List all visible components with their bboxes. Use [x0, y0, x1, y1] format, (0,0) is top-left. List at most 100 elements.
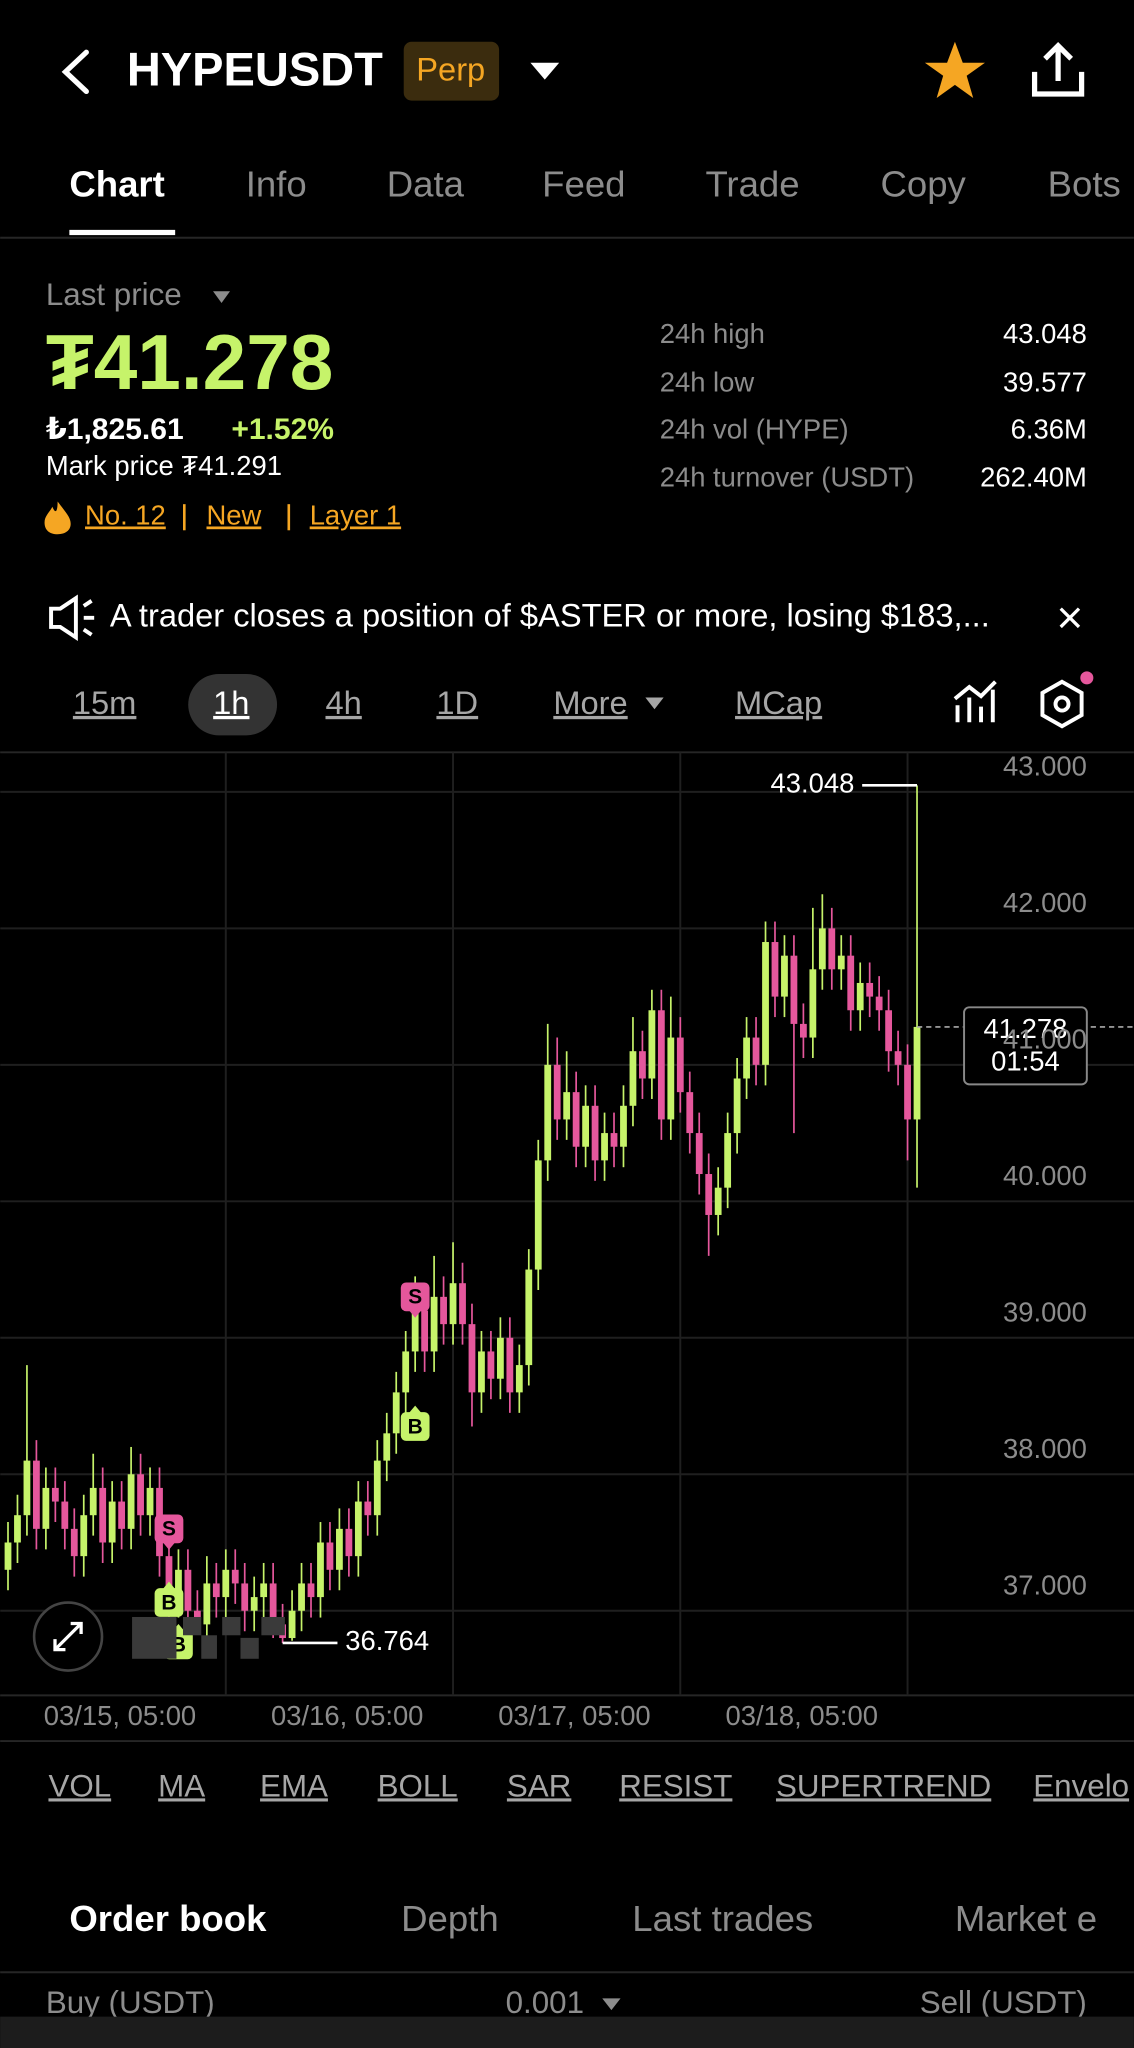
- interval[interactable]: More: [553, 684, 627, 721]
- candle-body: [487, 1351, 495, 1379]
- indicator-button[interactable]: [953, 680, 997, 723]
- bottom-bar: [0, 2016, 1134, 2048]
- trade-marker: [400, 1412, 430, 1441]
- stat-value: 6.36M: [1011, 413, 1087, 444]
- converted-price: ₺1,825.61: [46, 413, 184, 446]
- interval[interactable]: 15m: [73, 684, 137, 721]
- trade-marker-pointer: [408, 1309, 422, 1318]
- favorite-star[interactable]: [924, 41, 985, 98]
- tab[interactable]: Chart: [69, 163, 164, 204]
- hot-icon: [44, 501, 71, 535]
- tab[interactable]: Trade: [705, 163, 799, 204]
- low-annotation: 36.764: [345, 1625, 429, 1656]
- step-dropdown[interactable]: [602, 1998, 621, 2011]
- fullscreen-icon: [53, 1621, 83, 1652]
- high-annotation: 43.048: [770, 768, 854, 799]
- x-tick-label: 03/18, 05:00: [726, 1700, 878, 1731]
- x-tick-label: 03/16, 05:00: [271, 1700, 423, 1731]
- tab[interactable]: Bots: [1048, 163, 1121, 204]
- tag[interactable]: New: [207, 499, 262, 530]
- candle-body: [421, 1310, 429, 1352]
- stat-label: 24h vol (HYPE): [660, 413, 849, 444]
- indicator[interactable]: EMA: [260, 1768, 328, 1803]
- candle-body: [468, 1324, 476, 1393]
- orderbook-tab[interactable]: Depth: [401, 1898, 499, 1939]
- candle-body: [23, 1460, 31, 1516]
- candle-body: [61, 1501, 69, 1529]
- settings-button[interactable]: [1040, 679, 1084, 729]
- interval[interactable]: MCap: [735, 684, 822, 721]
- indicator[interactable]: SAR: [507, 1768, 571, 1803]
- countdown: 01:54: [991, 1046, 1060, 1077]
- x-tick-label: 03/17, 05:00: [498, 1700, 650, 1731]
- tag[interactable]: No. 12: [85, 499, 166, 530]
- tab[interactable]: Info: [246, 163, 307, 204]
- y-tick-label: 40.000: [1003, 1160, 1087, 1191]
- orderbook-tab[interactable]: Order book: [69, 1898, 267, 1939]
- symbol: HYPEUSDT: [127, 43, 383, 96]
- candle-body: [648, 1010, 656, 1079]
- price-dropdown[interactable]: [213, 291, 231, 304]
- candle-body: [99, 1487, 107, 1543]
- tab[interactable]: Copy: [880, 163, 966, 204]
- stat-value: 262.40M: [980, 462, 1087, 493]
- candle-body: [212, 1583, 220, 1598]
- indicator[interactable]: Envelo: [1033, 1768, 1129, 1803]
- candle-body: [506, 1337, 514, 1393]
- candle-body: [80, 1515, 88, 1557]
- orderbook-tab[interactable]: Last trades: [632, 1898, 813, 1939]
- trade-marker-pointer: [408, 1405, 422, 1414]
- candle-body: [885, 1010, 893, 1052]
- candle-body: [544, 1064, 552, 1161]
- badge: Perp: [416, 50, 485, 87]
- trade-marker-label: S: [162, 1518, 176, 1541]
- indicator[interactable]: VOL: [48, 1768, 111, 1803]
- indicator[interactable]: BOLL: [378, 1768, 458, 1803]
- candle-body: [904, 1064, 911, 1120]
- candle-body: [686, 1092, 694, 1134]
- candle-body: [553, 1064, 561, 1120]
- candle-body: [241, 1583, 249, 1611]
- y-tick-label: 41.000: [1003, 1024, 1087, 1055]
- watermark: [132, 1616, 285, 1659]
- candle-body: [610, 1133, 618, 1147]
- interval[interactable]: 1h: [213, 684, 249, 721]
- candle-body: [354, 1501, 362, 1557]
- candle-body: [667, 1037, 675, 1120]
- candle-body: [127, 1474, 135, 1529]
- share-button[interactable]: [1031, 42, 1085, 97]
- candle-body: [146, 1487, 154, 1516]
- last-price-label: Last price: [46, 277, 182, 312]
- candle-body: [449, 1283, 457, 1325]
- candle-body: [459, 1283, 466, 1325]
- interval[interactable]: 4h: [325, 684, 361, 721]
- interval-active-bg: [188, 673, 278, 736]
- symbol-dropdown[interactable]: [530, 62, 560, 80]
- tab[interactable]: Feed: [542, 163, 625, 204]
- y-tick-label: 43.000: [1003, 751, 1087, 782]
- candle-body: [781, 955, 788, 997]
- orderbook-tab[interactable]: Market e: [955, 1898, 1097, 1939]
- candle-body: [620, 1105, 627, 1147]
- trade-marker: [400, 1282, 430, 1312]
- candle-body: [345, 1528, 353, 1557]
- candle-body: [392, 1392, 400, 1434]
- y-tick-label: 42.000: [1003, 887, 1087, 918]
- candle-body: [118, 1501, 126, 1529]
- trade-marker: [154, 1588, 184, 1617]
- stat-label: 24h high: [660, 318, 765, 349]
- more-dropdown[interactable]: [645, 697, 664, 710]
- indicator[interactable]: RESIST: [619, 1768, 732, 1803]
- candle-body: [269, 1583, 277, 1625]
- candle-body: [402, 1351, 410, 1393]
- tag[interactable]: Layer 1: [310, 499, 401, 530]
- candle-body: [828, 928, 836, 970]
- indicator[interactable]: SUPERTREND: [776, 1768, 991, 1803]
- close-announcement[interactable]: [1059, 607, 1081, 629]
- price-step[interactable]: 0.001: [506, 1985, 584, 2020]
- indicator[interactable]: MA: [158, 1768, 205, 1803]
- back-button[interactable]: [61, 49, 89, 95]
- interval[interactable]: 1D: [436, 684, 478, 721]
- tab[interactable]: Data: [387, 163, 465, 204]
